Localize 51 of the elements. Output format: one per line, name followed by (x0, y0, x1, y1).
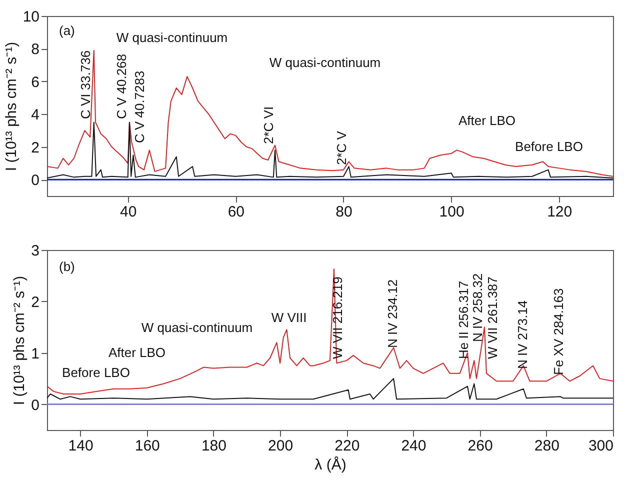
annotation: 2*C VI (261, 106, 276, 144)
y-tick-label: 0 (31, 396, 40, 414)
x-tick-label: 280 (534, 438, 560, 454)
annotation: C V 40.7283 (132, 70, 147, 143)
annotation: Before LBO (62, 365, 130, 380)
y-tick-label: 1 (31, 345, 40, 362)
annotation: W quasi-continuum (269, 55, 381, 70)
y-tick-label: 2 (31, 294, 40, 311)
x-tick-label: 100 (439, 204, 464, 220)
annotation: W VII 216.219 (330, 276, 345, 359)
x-tick-label: 40 (120, 204, 137, 220)
x-tick-label: 80 (336, 204, 352, 220)
line-series (47, 50, 613, 177)
annotation: W quasi-continuum (141, 320, 253, 335)
x-tick-label: 160 (134, 438, 160, 454)
annotation: After LBO (108, 345, 166, 360)
y-tick-label: 6 (31, 74, 40, 91)
x-tick-label: 300 (588, 438, 614, 454)
annotation: W quasi-continuum (116, 30, 228, 45)
annotation: C VI 33.736 (78, 50, 93, 119)
annotation: C V 40.268 (114, 54, 129, 119)
y-tick-label: 3 (31, 242, 40, 260)
x-tick-label: 140 (68, 438, 94, 454)
annotation: (b) (59, 259, 75, 274)
annotation: Fe XV 284.163 (551, 288, 566, 375)
y-tick-label: 10 (22, 8, 40, 26)
line-series (47, 378, 613, 400)
y-tick-label: 4 (31, 106, 40, 124)
x-tick-label: 220 (334, 438, 360, 454)
annotation: (a) (59, 23, 75, 38)
y-tick-label: 8 (31, 41, 40, 58)
x-axis-title: λ (Å) (314, 456, 346, 474)
annotation: He II 256.317 (456, 280, 471, 359)
y-tick-label: 2 (31, 139, 40, 156)
annotation: N IV 234.12 (385, 279, 400, 348)
annotation: W VIII (271, 310, 307, 325)
y-axis-title: I (10¹³ phs cm⁻² s⁻¹) (11, 276, 28, 406)
x-tick-label: 240 (401, 438, 426, 454)
x-tick-label: 260 (468, 438, 493, 454)
annotation: 2*C V (334, 130, 349, 165)
y-axis-title: I (10¹³ phs cm⁻² s⁻¹) (2, 42, 20, 172)
annotation: W VII 261.387 (485, 276, 500, 359)
x-tick-label: 180 (201, 438, 226, 454)
annotation: After LBO (458, 113, 516, 128)
x-tick-label: 60 (228, 204, 245, 220)
x-tick-label: 200 (268, 438, 294, 454)
annotation: N IV 273.14 (515, 300, 530, 369)
annotation: Before LBO (515, 139, 583, 154)
y-tick-label: 0 (31, 172, 40, 190)
x-tick-label: 120 (547, 204, 572, 220)
annotation: N IV 258.32 (470, 273, 485, 342)
